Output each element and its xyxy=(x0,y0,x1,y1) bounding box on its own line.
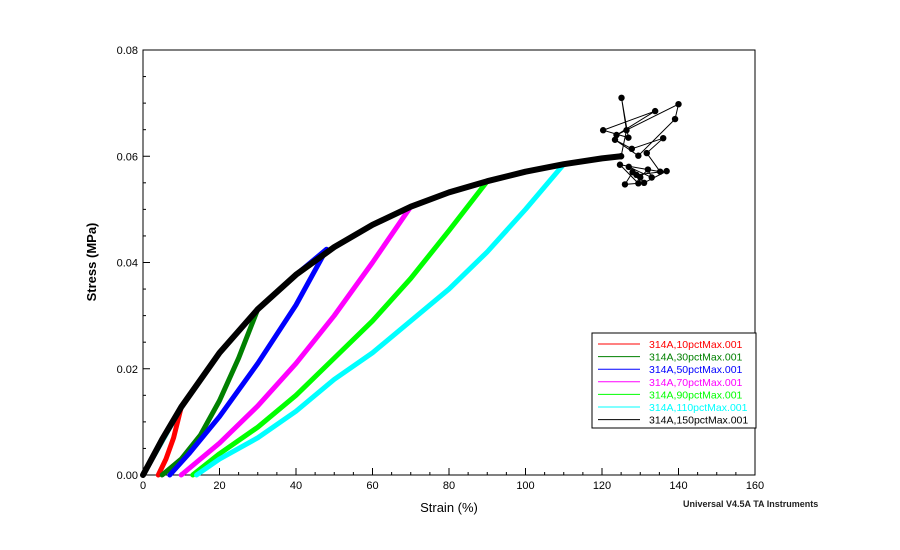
scatter-point xyxy=(599,127,607,134)
scatter-point xyxy=(617,153,625,160)
scatter-point xyxy=(635,180,642,187)
x-tick-label: 0 xyxy=(140,480,146,492)
series-line-4 xyxy=(140,178,490,478)
legend: 314A,10pctMax.001314A,30pctMax.001314A,5… xyxy=(591,332,757,429)
x-tick-label: 60 xyxy=(366,480,378,492)
x-tick-label: 40 xyxy=(290,480,302,492)
scatter-point xyxy=(675,100,682,108)
scatter-point xyxy=(644,166,652,173)
x-tick-label: 120 xyxy=(593,480,611,492)
y-tick-label: 0.06 xyxy=(117,151,138,163)
legend-box xyxy=(591,332,757,429)
legend-label: 314A,90pctMax.001 xyxy=(649,389,743,401)
scatter-point xyxy=(651,107,659,115)
instrument-footer: Universal V4.5A TA Instruments xyxy=(683,499,819,509)
scatter-point xyxy=(616,161,624,168)
scatter-point xyxy=(648,174,655,181)
scatter-point xyxy=(618,94,625,102)
y-tick-label: 0.00 xyxy=(117,470,138,482)
x-tick-label: 80 xyxy=(443,480,455,492)
scatter-point xyxy=(623,127,630,134)
series-line-3 xyxy=(140,204,414,478)
legend-label: 314A,30pctMax.001 xyxy=(649,352,743,364)
legend-label: 314A,150pctMax.001 xyxy=(649,415,748,427)
series-line-6 xyxy=(140,153,625,478)
scatter-point xyxy=(628,145,636,153)
y-tick-label: 0.08 xyxy=(117,45,138,57)
scatter-point xyxy=(640,179,648,187)
scatter-point xyxy=(625,134,632,141)
scatter-point xyxy=(671,115,679,123)
scatter-point xyxy=(611,136,619,143)
scatter-point xyxy=(660,134,667,142)
scatter-point xyxy=(635,152,642,159)
x-tick-label: 20 xyxy=(213,480,225,492)
x-tick-label: 160 xyxy=(746,480,764,492)
y-tick-label: 0.04 xyxy=(117,258,138,270)
scatter-point xyxy=(643,149,650,157)
legend-label: 314A,50pctMax.001 xyxy=(649,364,743,376)
x-tick-label: 140 xyxy=(669,480,687,492)
scatter-point xyxy=(633,171,640,179)
x-tick-label: 100 xyxy=(516,480,534,492)
legend-label: 314A,70pctMax.001 xyxy=(649,377,743,389)
legend-label: 314A,10pctMax.001 xyxy=(649,339,743,351)
scatter-point xyxy=(656,168,664,175)
scatter-point xyxy=(621,181,629,188)
scatter-point xyxy=(625,163,632,171)
scatter-point xyxy=(663,167,670,175)
y-tick-label: 0.02 xyxy=(117,364,138,376)
x-axis-label: Strain (%) xyxy=(420,500,478,515)
legend-label: 314A,110pctMax.001 xyxy=(649,402,748,414)
y-axis-label: Stress (MPa) xyxy=(84,223,99,302)
